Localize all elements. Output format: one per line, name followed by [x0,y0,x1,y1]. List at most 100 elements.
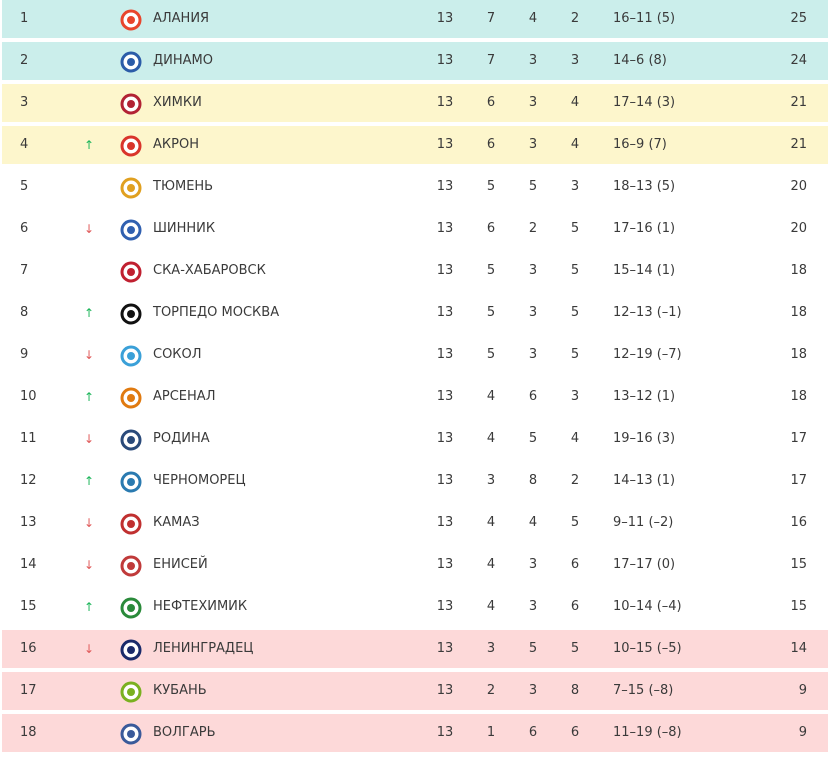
position: 18 [20,725,37,740]
points: 9 [798,683,807,698]
team-name: ДИНАМО [153,53,213,68]
won: 3 [486,473,496,488]
position: 5 [20,179,29,194]
goals: 15–14 (1) [613,263,676,278]
logo-shape [127,562,135,570]
trend: ↓ [84,516,95,530]
team-name: КАМАЗ [153,515,200,530]
goals: 9–11 (–2) [613,515,674,530]
trend: ↓ [84,642,95,656]
table-row: 13 ↓ КАМАЗ 13 4 4 5 9–11 (–2) 16 [2,504,828,542]
played: 13 [436,263,454,278]
points: 14 [790,641,807,656]
played: 13 [436,305,454,320]
drawn: 6 [528,725,538,740]
team-name: ТЮМЕНЬ [153,179,214,194]
won: 4 [486,599,496,614]
position: 3 [20,95,29,110]
won: 3 [486,641,496,656]
won: 6 [486,95,496,110]
lost: 6 [570,557,580,572]
team-logo [120,429,142,451]
position: 7 [20,263,29,278]
team-name: ХИМКИ [153,95,202,110]
goals: 10–15 (–5) [613,641,682,656]
logo-shape [127,16,135,24]
lost: 5 [570,641,580,656]
drawn: 3 [528,557,538,572]
lost: 6 [570,725,580,740]
team-name: СКА-ХАБАРОВСК [153,263,266,278]
logo-shape [127,352,135,360]
drawn: 6 [528,389,538,404]
team-logo [120,639,142,661]
won: 2 [486,683,496,698]
table-row: 15 ↑ НЕФТЕХИМИК 13 4 3 6 10–14 (–4) 15 [2,588,828,626]
points: 25 [790,11,807,26]
lost: 3 [570,179,580,194]
drawn: 5 [528,179,538,194]
points: 15 [790,599,807,614]
drawn: 3 [528,347,538,362]
goals: 17–16 (1) [613,221,676,236]
trend: ↓ [84,222,95,236]
position: 13 [20,515,37,530]
team-name: РОДИНА [153,431,210,446]
logo-shape [127,226,135,234]
logo-shape [127,142,135,150]
played: 13 [436,599,454,614]
position: 15 [20,599,37,614]
team-name: НЕФТЕХИМИК [153,599,248,614]
table-row: 3 ХИМКИ 13 6 3 4 17–14 (3) 21 [2,84,828,122]
logo-shape [127,58,135,66]
goals: 10–14 (–4) [613,599,682,614]
table-row: 16 ↓ ЛЕНИНГРАДЕЦ 13 3 5 5 10–15 (–5) 14 [2,630,828,668]
logo-shape [127,520,135,528]
goals: 12–13 (–1) [613,305,682,320]
played: 13 [436,683,454,698]
team-name: СОКОЛ [153,347,202,362]
team-name: АЛАНИЯ [153,11,210,26]
position: 4 [20,137,29,152]
team-logo [120,9,142,31]
position: 9 [20,347,29,362]
won: 4 [486,431,496,446]
won: 4 [486,389,496,404]
goals: 11–19 (–8) [613,725,682,740]
logo-shape [127,394,135,402]
won: 1 [486,725,496,740]
table-row: 5 ТЮМЕНЬ 13 5 5 3 18–13 (5) 20 [2,168,828,206]
team-name: ТОРПЕДО МОСКВА [153,305,280,320]
goals: 17–14 (3) [613,95,676,110]
drawn: 3 [528,53,538,68]
logo-shape [127,604,135,612]
position: 6 [20,221,29,236]
lost: 4 [570,95,580,110]
drawn: 8 [528,473,538,488]
played: 13 [436,137,454,152]
lost: 5 [570,221,580,236]
lost: 3 [570,53,580,68]
points: 18 [790,305,807,320]
goals: 14–13 (1) [613,473,676,488]
lost: 5 [570,305,580,320]
played: 13 [436,179,454,194]
drawn: 5 [528,641,538,656]
table-row: 1 АЛАНИЯ 13 7 4 2 16–11 (5) 25 [2,0,828,38]
position: 1 [20,11,29,26]
drawn: 3 [528,263,538,278]
trend: ↑ [84,306,95,320]
team-logo [120,51,142,73]
goals: 19–16 (3) [613,431,676,446]
drawn: 3 [528,683,538,698]
lost: 8 [570,683,580,698]
lost: 5 [570,347,580,362]
position: 14 [20,557,37,572]
trend: ↓ [84,348,95,362]
lost: 2 [570,473,580,488]
team-logo [120,555,142,577]
played: 13 [436,347,454,362]
lost: 6 [570,599,580,614]
won: 5 [486,263,496,278]
